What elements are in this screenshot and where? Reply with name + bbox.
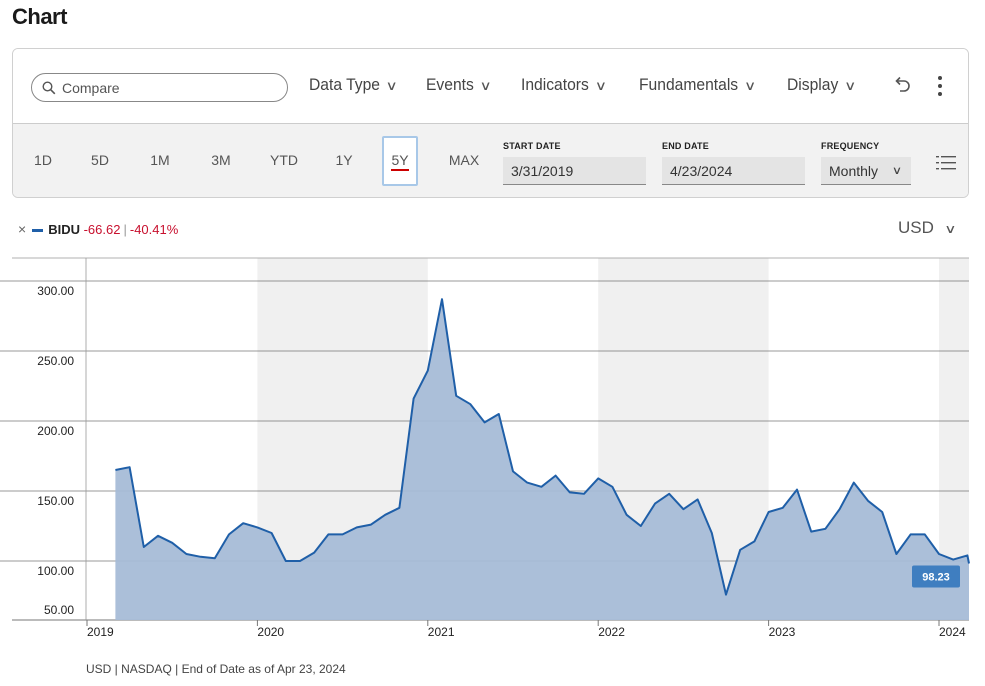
- compare-search[interactable]: [31, 73, 288, 102]
- frequency-label: FREQUENCY: [821, 141, 880, 151]
- fundamentals-menu[interactable]: Fundamentals ∨: [639, 75, 756, 94]
- frequency-select[interactable]: Monthly ∨: [821, 157, 911, 185]
- chart-toolbar: Data Type∨ Events∨ Indicators∨ Fundament…: [13, 49, 968, 124]
- undo-icon[interactable]: [892, 75, 912, 95]
- x-tick-label: 2020: [257, 625, 284, 639]
- range-5y-button[interactable]: 5Y: [382, 136, 418, 186]
- x-tick-label: 2023: [769, 625, 796, 639]
- start-date-label: START DATE: [503, 141, 561, 151]
- chevron-down-icon: ∨: [479, 78, 492, 93]
- indicators-menu[interactable]: Indicators ∨: [521, 75, 607, 94]
- range-1y-button[interactable]: 1Y: [335, 152, 353, 168]
- start-date-field[interactable]: 3/31/2019: [503, 157, 646, 185]
- y-tick-label: 100.00: [37, 564, 74, 578]
- range-3m-button[interactable]: 3M: [211, 152, 231, 168]
- search-icon: [42, 81, 56, 95]
- x-tick-label: 2024: [939, 625, 966, 639]
- list-view-icon[interactable]: [936, 155, 956, 171]
- chevron-down-icon: ∨: [594, 78, 607, 93]
- series-change-pct: -40.41%: [129, 222, 179, 237]
- x-tick-label: 2019: [87, 625, 114, 639]
- series-symbol: BIDU: [48, 222, 80, 237]
- series-legend: × BIDU -66.62 | -40.41%: [18, 221, 179, 237]
- chart-controls-panel: Data Type∨ Events∨ Indicators∨ Fundament…: [12, 48, 969, 198]
- more-options-icon[interactable]: [933, 75, 947, 97]
- range-bar: 1D 5D 1M 3M YTD 1Y 5Y MAX START DATE 3/3…: [13, 124, 968, 197]
- range-max-button[interactable]: MAX: [448, 152, 480, 168]
- price-line: [115, 298, 970, 596]
- end-date-field[interactable]: 4/23/2024: [662, 157, 805, 185]
- events-menu[interactable]: Events ∨: [426, 75, 492, 94]
- series-change: -66.62: [83, 222, 121, 237]
- chevron-down-icon: ∨: [944, 222, 957, 236]
- end-date-label: END DATE: [662, 141, 709, 151]
- range-1d-button[interactable]: 1D: [34, 152, 52, 168]
- currency-select[interactable]: USD ∨: [898, 218, 957, 237]
- series-swatch: [32, 229, 44, 233]
- chart-footer: USD | NASDAQ | End of Date as of Apr 23,…: [86, 662, 346, 676]
- y-tick-label: 200.00: [37, 424, 74, 438]
- chevron-down-icon: ∨: [385, 78, 398, 93]
- y-tick-label: 300.00: [37, 284, 74, 298]
- range-1m-button[interactable]: 1M: [150, 152, 170, 168]
- display-menu[interactable]: Display ∨: [787, 75, 857, 94]
- y-tick-label: 50.00: [44, 603, 74, 617]
- page-title: Chart: [12, 4, 67, 29]
- last-value-badge: [912, 565, 960, 588]
- y-tick-label: 250.00: [37, 354, 74, 368]
- compare-input[interactable]: [62, 77, 272, 99]
- price-chart: 300.00 250.00 200.00 150.00 100.00 50.00 2019…: [0, 257, 970, 639]
- last-value-label: 98.23: [922, 571, 950, 583]
- remove-series-icon[interactable]: ×: [18, 221, 27, 237]
- y-tick-label: 150.00: [37, 494, 74, 508]
- chevron-down-icon: ∨: [891, 165, 903, 177]
- range-5d-button[interactable]: 5D: [91, 152, 109, 168]
- range-ytd-button[interactable]: YTD: [270, 152, 298, 168]
- chevron-down-icon: ∨: [843, 78, 857, 93]
- x-tick-label: 2021: [428, 625, 455, 639]
- data-type-menu[interactable]: Data Type ∨: [309, 75, 398, 94]
- chevron-down-icon: ∨: [743, 78, 756, 93]
- x-tick-label: 2022: [598, 625, 625, 639]
